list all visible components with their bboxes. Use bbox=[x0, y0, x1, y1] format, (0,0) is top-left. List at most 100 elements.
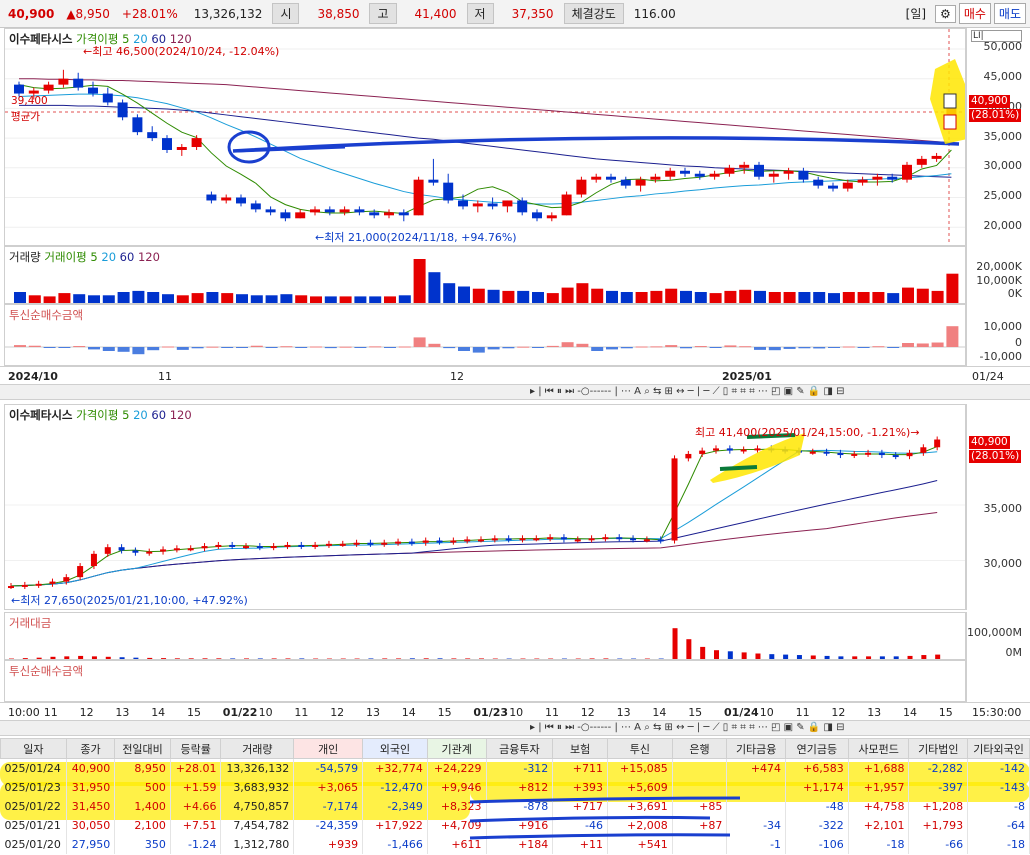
candle bbox=[505, 538, 512, 541]
daily-price-pane[interactable]: 이수페타시스 가격이평 5 20 60 120 ←최고 46,500(2024/… bbox=[4, 28, 966, 246]
table-cell: -322 bbox=[785, 815, 849, 835]
time-label: 12 bbox=[79, 706, 94, 719]
table-cell: 2,100 bbox=[114, 815, 171, 835]
column-header[interactable]: 거래량 bbox=[220, 738, 295, 759]
daily-trust-pane[interactable]: 투신순매수금액 bbox=[4, 304, 966, 366]
time-label: 10:00 bbox=[8, 706, 40, 719]
column-header[interactable]: 보험 bbox=[552, 738, 608, 759]
trust-bar bbox=[724, 345, 737, 347]
table-row[interactable]: 025/01/24 40,900 8,950 +28.01 13,326,132 -54,… bbox=[0, 758, 1030, 778]
column-header[interactable]: 외국인 bbox=[362, 738, 428, 759]
volume-bar bbox=[14, 292, 26, 303]
intraday-amount-pane[interactable]: 거래대금 bbox=[4, 612, 966, 660]
column-header[interactable]: 기타외국인 bbox=[967, 738, 1030, 759]
table-row[interactable]: 025/01/21 30,050 2,100 +7.51 7,454,782 -24,35… bbox=[0, 815, 1030, 835]
table-cell: -2,282 bbox=[908, 758, 969, 778]
chart-toolbar[interactable]: ▸ | ⏮ ⏸ ⏭ ‐○‐‐‐‐‐‐ | ⋯ A ⌕ ⇆ ⊞ ↔ ─ | ─ ⟋… bbox=[530, 386, 845, 397]
intraday-rate-tag: (28.01%) bbox=[969, 450, 1022, 463]
column-header[interactable]: 기타금융 bbox=[726, 738, 787, 759]
table-cell: +1,957 bbox=[848, 777, 910, 797]
time-label: 01/23 bbox=[473, 706, 509, 719]
ma20-legend: 20 bbox=[133, 408, 148, 422]
volume-bar bbox=[354, 296, 367, 303]
volume-bar bbox=[310, 296, 322, 303]
axis-option-icon[interactable]: LI| bbox=[971, 30, 1022, 42]
daily-rate-tag: (28.01%) bbox=[969, 109, 1022, 122]
candle bbox=[63, 577, 70, 582]
candle bbox=[88, 87, 98, 94]
column-header[interactable]: 일자 bbox=[0, 738, 67, 759]
trust-bar bbox=[813, 347, 826, 349]
daily-scrollbar[interactable]: ▸ | ⏮ ⏸ ⏭ ‐○‐‐‐‐‐‐ | ⋯ A ⌕ ⇆ ⊞ ↔ ─ | ─ ⟋… bbox=[0, 384, 1030, 400]
amount-bar bbox=[451, 658, 457, 659]
column-header[interactable]: 종가 bbox=[65, 738, 116, 759]
column-header[interactable]: 사모펀드 bbox=[847, 738, 910, 759]
vol-ma20-legend: 20 bbox=[101, 250, 117, 264]
axis-tick: 30,000 bbox=[983, 557, 1023, 570]
column-header[interactable]: 투신 bbox=[606, 738, 673, 759]
total-volume: 13,326,132 bbox=[193, 6, 263, 21]
volume-bar bbox=[591, 288, 604, 303]
amount-bar bbox=[244, 658, 249, 659]
intraday-scrollbar[interactable]: ▸ | ⏮ ⏸ ⏭ ‐○‐‐‐‐‐‐ | ⋯ A ⌕ ⇆ ⊞ ↔ ─ | ─ ⟋… bbox=[0, 720, 1030, 736]
amount-bar bbox=[796, 655, 802, 659]
column-header[interactable]: 은행 bbox=[671, 738, 728, 759]
column-header[interactable]: 연기금등 bbox=[785, 738, 849, 759]
column-header[interactable]: 전일대비 bbox=[114, 738, 171, 759]
table-cell: 8,950 bbox=[114, 758, 171, 778]
period-selector[interactable]: [일] bbox=[905, 7, 927, 21]
candle bbox=[517, 200, 528, 213]
time-label: 14 bbox=[151, 706, 166, 719]
column-header[interactable]: 기관계 bbox=[426, 738, 487, 759]
volume-bar bbox=[324, 296, 337, 303]
settings-icon[interactable]: ⚙ bbox=[935, 4, 956, 23]
candle bbox=[49, 581, 56, 584]
amount-bar bbox=[921, 655, 927, 659]
trust-bar bbox=[443, 347, 456, 349]
table-cell: 31,950 bbox=[66, 777, 116, 797]
volume-legend: 거래량 거래이평 5 20 60 120 bbox=[9, 249, 160, 265]
stock-name: 이수페타시스 bbox=[9, 408, 73, 422]
amount-bar bbox=[188, 658, 194, 659]
axis-tick: 10,000K bbox=[976, 274, 1022, 287]
column-header[interactable]: 개인 bbox=[293, 738, 364, 759]
column-header[interactable]: 기타법인 bbox=[908, 738, 969, 759]
volume-bar bbox=[768, 292, 781, 303]
candle bbox=[547, 537, 554, 540]
candle bbox=[934, 439, 941, 448]
candle bbox=[798, 170, 809, 180]
ma-label: 가격이평 bbox=[76, 32, 119, 46]
stock-name: 이수페타시스 bbox=[9, 32, 73, 46]
table-cell: +717 bbox=[552, 796, 608, 816]
volume-bar bbox=[88, 295, 100, 303]
candle bbox=[117, 102, 128, 118]
daily-volume-pane[interactable]: 거래량 거래이평 5 20 60 120 bbox=[4, 246, 966, 304]
candle bbox=[367, 542, 374, 545]
candle bbox=[104, 547, 111, 554]
volume-bar bbox=[576, 283, 589, 303]
trust-bar bbox=[709, 347, 722, 348]
time-label: 12 bbox=[330, 706, 345, 719]
column-header[interactable]: 금융투자 bbox=[485, 738, 554, 759]
volume-bar bbox=[813, 292, 826, 303]
candle bbox=[215, 544, 222, 547]
amount-bar bbox=[161, 658, 167, 659]
table-row[interactable]: 025/01/23 31,950 500 +1.59 3,683,932 +3,065 -1… bbox=[0, 777, 1030, 797]
table-cell: +939 bbox=[293, 834, 364, 854]
intraday-price-pane[interactable]: 이수페타시스 가격이평 5 20 60 120 최고 41,400(2025/0… bbox=[4, 404, 966, 610]
candle bbox=[408, 541, 415, 544]
intraday-toolbar[interactable]: ▸ | ⏮ ⏸ ⏭ ‐○‐‐‐‐‐‐ | ⋯ A ⌕ ⇆ ⊞ ↔ ─ | ─ ⟋… bbox=[530, 722, 845, 733]
amount-bar bbox=[299, 658, 305, 659]
investor-table: 일자 종가 전일대비 등락률 거래량 개인 외국인 기관계 금융투자 보험 투신 은행 기타금융 연기금등… bbox=[0, 738, 1030, 854]
buy-button[interactable]: 매수 bbox=[958, 3, 991, 24]
sell-button[interactable]: 매도 bbox=[993, 3, 1026, 24]
table-row[interactable]: 025/01/20 27,950 350 -1.24 1,312,780 +939 -1,4… bbox=[0, 834, 1030, 854]
intraday-trust-pane[interactable]: 투신순매수금액 bbox=[4, 660, 966, 702]
trust-bar bbox=[916, 343, 929, 347]
investor-table-wrap: 일자 종가 전일대비 등락률 거래량 개인 외국인 기관계 금융투자 보험 투신 은행 기타금융 연기금등… bbox=[0, 738, 1030, 855]
candle bbox=[606, 176, 616, 180]
vol-ma5-legend: 5 bbox=[90, 250, 98, 264]
table-cell bbox=[672, 758, 728, 778]
trust-bar bbox=[635, 346, 648, 348]
trust-bar bbox=[162, 346, 174, 348]
